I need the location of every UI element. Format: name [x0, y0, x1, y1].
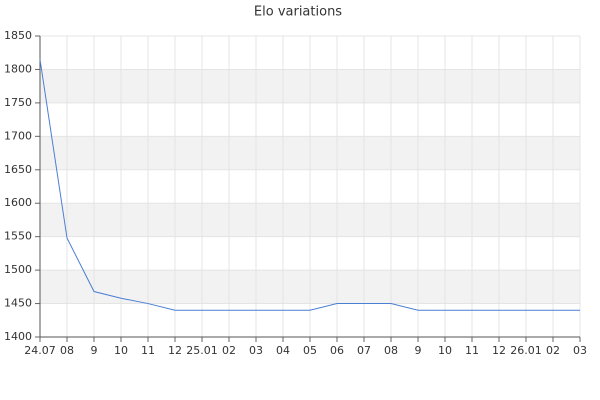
- y-tick-label: 1650: [4, 163, 32, 176]
- x-tick-label: 24.07: [24, 344, 56, 357]
- x-tick-label: 04: [276, 344, 290, 357]
- x-tick-label: 9: [91, 344, 98, 357]
- data-line: [39, 59, 580, 311]
- x-tick-label: 07: [357, 344, 371, 357]
- y-tick-label: 1500: [4, 263, 32, 276]
- x-tick-label: 12: [168, 344, 182, 357]
- y-tick-label: 1450: [4, 297, 32, 310]
- x-tick-label: 03: [573, 344, 587, 357]
- y-tick-label: 1600: [4, 196, 32, 209]
- y-tick-label: 1850: [4, 29, 32, 42]
- x-tick-label: 11: [141, 344, 155, 357]
- x-tick-label: 02: [546, 344, 560, 357]
- chart-title: Elo variations: [254, 5, 342, 20]
- x-tick-label: 03: [249, 344, 263, 357]
- x-tick-label: 02: [222, 344, 236, 357]
- x-tick-label: 12: [492, 344, 506, 357]
- y-tick-label: 1750: [4, 96, 32, 109]
- x-tick-label: 11: [465, 344, 479, 357]
- x-tick-label: 10: [114, 344, 128, 357]
- y-tick-label: 1700: [4, 129, 32, 142]
- x-tick-label: 05: [303, 344, 317, 357]
- x-tick-label: 10: [438, 344, 452, 357]
- x-tick-label: 06: [330, 344, 344, 357]
- y-tick-label: 1800: [4, 62, 32, 75]
- x-tick-label: 25.01: [186, 344, 218, 357]
- x-tick-label: 08: [384, 344, 398, 357]
- x-tick-label: 26.01: [510, 344, 542, 357]
- y-tick-label: 1400: [4, 330, 32, 343]
- x-tick-label: 08: [60, 344, 74, 357]
- x-tick-label: 9: [415, 344, 422, 357]
- y-tick-label: 1550: [4, 230, 32, 243]
